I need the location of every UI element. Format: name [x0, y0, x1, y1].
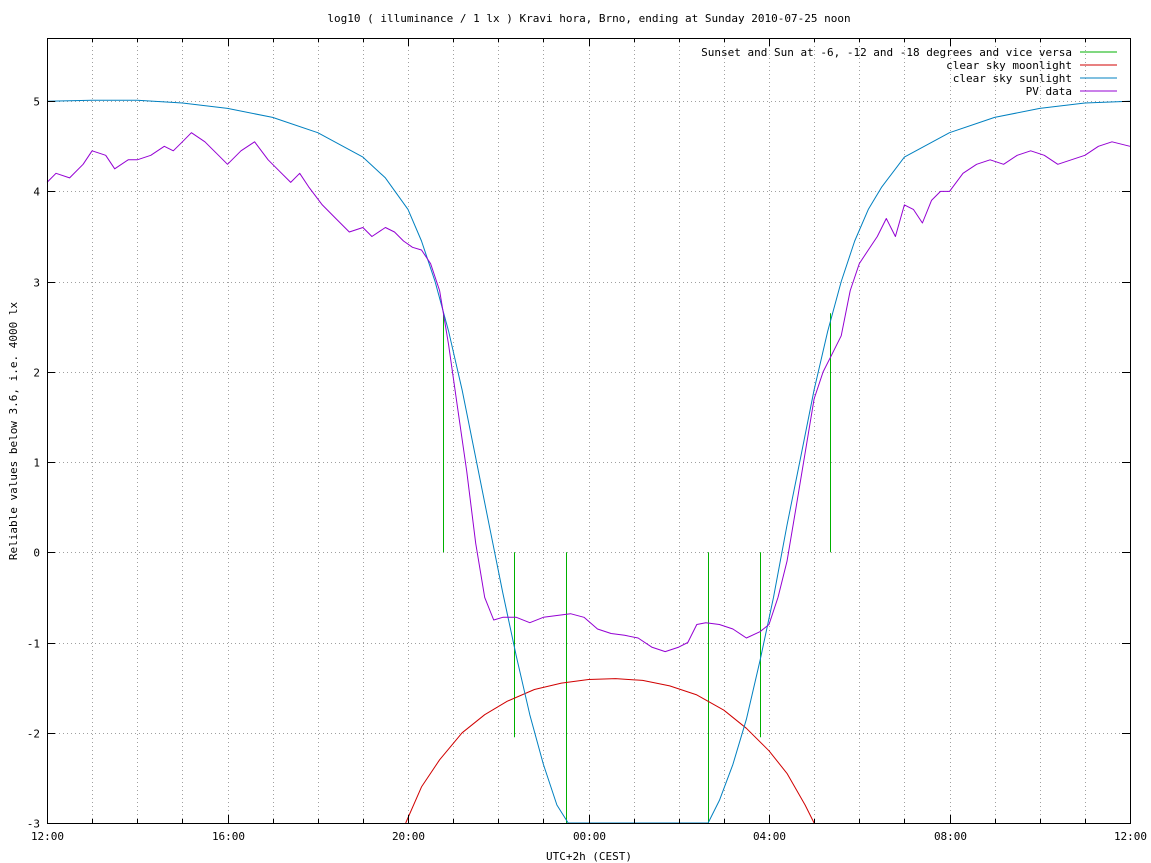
x-tick-label: 20:00	[392, 830, 425, 843]
x-tick-label: 00:00	[573, 830, 606, 843]
y-tick-label: 5	[33, 96, 40, 109]
legend-label: clear sky sunlight	[953, 72, 1072, 85]
series-line	[46, 132, 1131, 653]
series-0	[443, 313, 831, 823]
series-1	[405, 678, 815, 824]
x-tick-labels: 12:00 16:00 20:00 00:00 04:00 08:00 12:00	[31, 830, 1147, 843]
y-tick-labels: -3 -2 -1 0 1 2 3 4 5	[27, 96, 41, 831]
x-tick-label: 16:00	[212, 830, 245, 843]
y-tick-label: 0	[33, 547, 40, 560]
series-2	[46, 99, 1131, 824]
x-axis-label: UTC+2h (CEST)	[546, 850, 632, 863]
x-tick-label: 12:00	[1114, 830, 1147, 843]
axis-ticks	[47, 38, 1131, 824]
y-tick-label: -1	[27, 638, 40, 651]
series-line	[46, 99, 1131, 824]
x-tick-label: 08:00	[934, 830, 967, 843]
legend-label: clear sky moonlight	[946, 59, 1072, 72]
y-tick-label: 4	[33, 186, 40, 199]
grid-lines	[47, 38, 1130, 823]
y-tick-label: -2	[27, 728, 40, 741]
legend: Sunset and Sun at -6, -12 and -18 degree…	[701, 46, 1117, 98]
y-tick-label: 2	[33, 367, 40, 380]
series-line	[405, 678, 815, 824]
x-tick-label: 04:00	[753, 830, 786, 843]
series-layer	[46, 99, 1131, 824]
x-tick-label: 12:00	[31, 830, 64, 843]
chart-title: log10 ( illuminance / 1 lx ) Kravi hora,…	[327, 12, 850, 25]
y-axis-label: Reliable values below 3.6, i.e. 4000 lx	[7, 301, 20, 560]
y-tick-label: 3	[33, 277, 40, 290]
series-3	[46, 132, 1131, 653]
legend-label: Sunset and Sun at -6, -12 and -18 degree…	[701, 46, 1072, 59]
legend-label: PV data	[1026, 85, 1072, 98]
y-tick-label: 1	[33, 457, 40, 470]
y-tick-label: -3	[27, 818, 40, 831]
